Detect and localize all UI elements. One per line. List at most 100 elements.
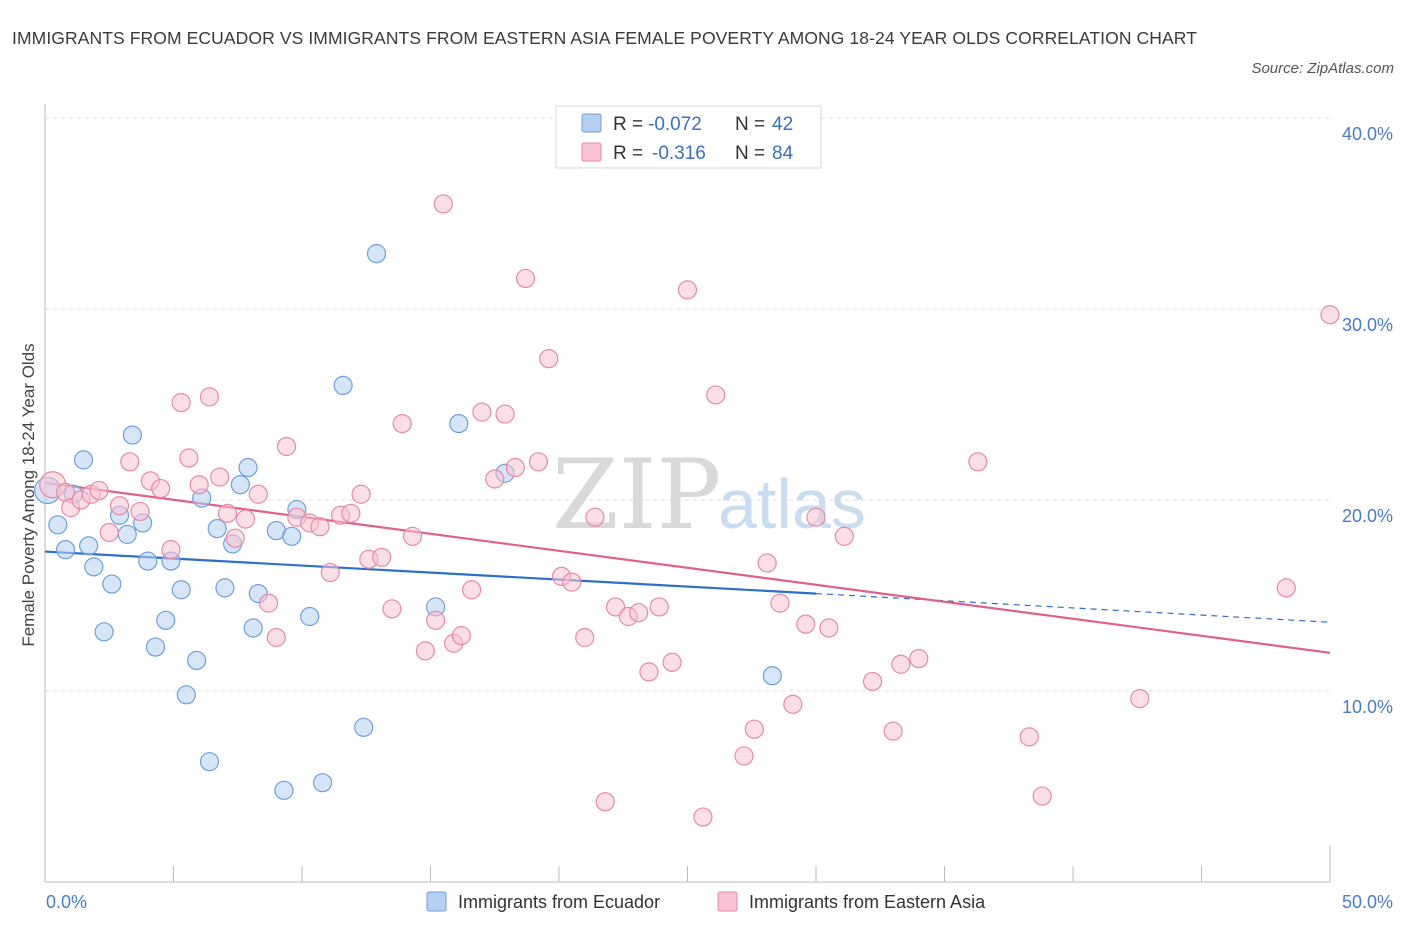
tick-labels: 10.0% 20.0% 30.0% 40.0% 0.0% 50.0% xyxy=(46,124,1393,912)
point-eastern-asia xyxy=(451,626,471,646)
point-ecuador xyxy=(102,574,122,594)
series-eastern-asia-points xyxy=(39,194,1340,827)
point-eastern-asia xyxy=(258,593,279,613)
point-eastern-asia xyxy=(1276,578,1296,598)
point-ecuador xyxy=(145,637,166,657)
point-eastern-asia xyxy=(472,402,492,422)
point-eastern-asia xyxy=(595,792,615,812)
point-eastern-asia xyxy=(426,610,446,630)
point-eastern-asia xyxy=(744,719,764,739)
point-ecuador xyxy=(300,606,320,627)
point-eastern-asia xyxy=(1320,305,1340,325)
point-eastern-asia xyxy=(130,501,150,522)
point-eastern-asia xyxy=(485,469,505,489)
point-eastern-asia xyxy=(629,603,649,623)
point-ecuador xyxy=(366,244,387,264)
point-ecuador xyxy=(176,685,196,705)
point-eastern-asia xyxy=(883,721,903,741)
point-eastern-asia xyxy=(433,194,453,214)
chart-title: IMMIGRANTS FROM ECUADOR VS IMMIGRANTS FR… xyxy=(12,28,1198,48)
point-ecuador xyxy=(215,578,235,598)
point-eastern-asia xyxy=(382,599,402,619)
point-eastern-asia xyxy=(605,597,626,617)
bottom-legend-swatch-ecuador xyxy=(426,891,447,912)
point-eastern-asia xyxy=(210,467,230,487)
point-eastern-asia xyxy=(341,503,361,523)
point-eastern-asia xyxy=(891,654,911,674)
watermark-zip: ZIP xyxy=(552,439,721,551)
x-tick-label: 50.0% xyxy=(1342,892,1393,912)
y-tick-label: 20.0% xyxy=(1342,506,1393,526)
point-eastern-asia xyxy=(562,572,582,592)
point-eastern-asia xyxy=(89,480,109,501)
point-eastern-asia xyxy=(585,507,605,527)
point-eastern-asia xyxy=(402,526,423,546)
point-eastern-asia xyxy=(351,484,371,504)
bottom-legend-label-ecuador: Immigrants from Ecuador xyxy=(458,892,660,912)
axes xyxy=(44,104,1331,883)
point-ecuador xyxy=(282,526,302,546)
point-eastern-asia xyxy=(99,522,119,543)
point-ecuador xyxy=(187,650,207,671)
point-eastern-asia xyxy=(120,452,140,472)
trend-line-eastern-asia xyxy=(44,481,1331,654)
series-ecuador-points xyxy=(33,244,782,800)
point-ecuador xyxy=(79,536,99,556)
point-ecuador xyxy=(156,610,176,630)
point-eastern-asia xyxy=(796,614,816,634)
y-axis-label: Female Poverty Among 18-24 Year Olds xyxy=(19,343,38,646)
point-eastern-asia xyxy=(310,517,330,537)
point-eastern-asia xyxy=(819,618,839,638)
point-eastern-asia xyxy=(783,694,803,714)
bottom-legend: Immigrants from Ecuador Immigrants from … xyxy=(426,891,986,912)
point-eastern-asia xyxy=(734,746,754,766)
legend-swatch-eastern-asia xyxy=(581,142,602,162)
point-eastern-asia xyxy=(248,484,268,504)
legend-swatch-ecuador xyxy=(581,113,602,133)
point-eastern-asia xyxy=(266,627,286,648)
point-eastern-asia xyxy=(1130,689,1150,709)
chart-source: Source: ZipAtlas.com xyxy=(1251,60,1394,77)
point-ecuador xyxy=(73,450,94,470)
point-eastern-asia xyxy=(649,597,669,617)
point-ecuador xyxy=(333,375,353,395)
point-eastern-asia xyxy=(757,553,777,573)
legend-box: R = -0.072 N = 42 R = -0.316 N = 84 xyxy=(555,105,822,169)
point-eastern-asia xyxy=(392,414,412,434)
point-eastern-asia xyxy=(161,540,181,560)
x-tick-label: 0.0% xyxy=(46,892,87,912)
legend-n-value-ecuador: 42 xyxy=(772,114,793,135)
point-ecuador xyxy=(94,622,114,642)
point-ecuador xyxy=(55,540,76,560)
point-eastern-asia xyxy=(706,385,726,405)
point-ecuador xyxy=(48,515,68,535)
point-ecuador xyxy=(138,551,158,571)
point-eastern-asia xyxy=(189,475,209,495)
legend-n-label-eastern-asia: N = xyxy=(735,143,765,164)
trend-line-ecuador-extension xyxy=(815,592,1331,623)
point-eastern-asia xyxy=(909,648,929,669)
watermark: ZIP atlas xyxy=(552,439,866,551)
point-ecuador xyxy=(243,618,263,638)
y-tick-label: 40.0% xyxy=(1342,124,1393,144)
point-ecuador xyxy=(122,425,142,445)
legend-r-label-ecuador: R = xyxy=(613,114,643,135)
legend-n-label-ecuador: N = xyxy=(735,114,765,135)
point-ecuador xyxy=(238,457,258,478)
y-tick-label: 10.0% xyxy=(1342,697,1393,717)
bottom-legend-swatch-eastern-asia xyxy=(717,891,738,912)
point-eastern-asia xyxy=(862,671,883,692)
point-ecuador xyxy=(207,519,227,539)
point-eastern-asia xyxy=(199,387,220,407)
point-eastern-asia xyxy=(462,580,482,600)
point-ecuador xyxy=(354,717,374,737)
trend-line-ecuador xyxy=(44,550,817,595)
point-ecuador xyxy=(171,580,191,600)
point-eastern-asia xyxy=(225,528,245,548)
point-eastern-asia xyxy=(276,436,297,457)
point-ecuador xyxy=(312,773,333,793)
point-eastern-asia xyxy=(662,652,682,672)
point-eastern-asia xyxy=(539,349,559,369)
point-eastern-asia xyxy=(677,280,698,300)
